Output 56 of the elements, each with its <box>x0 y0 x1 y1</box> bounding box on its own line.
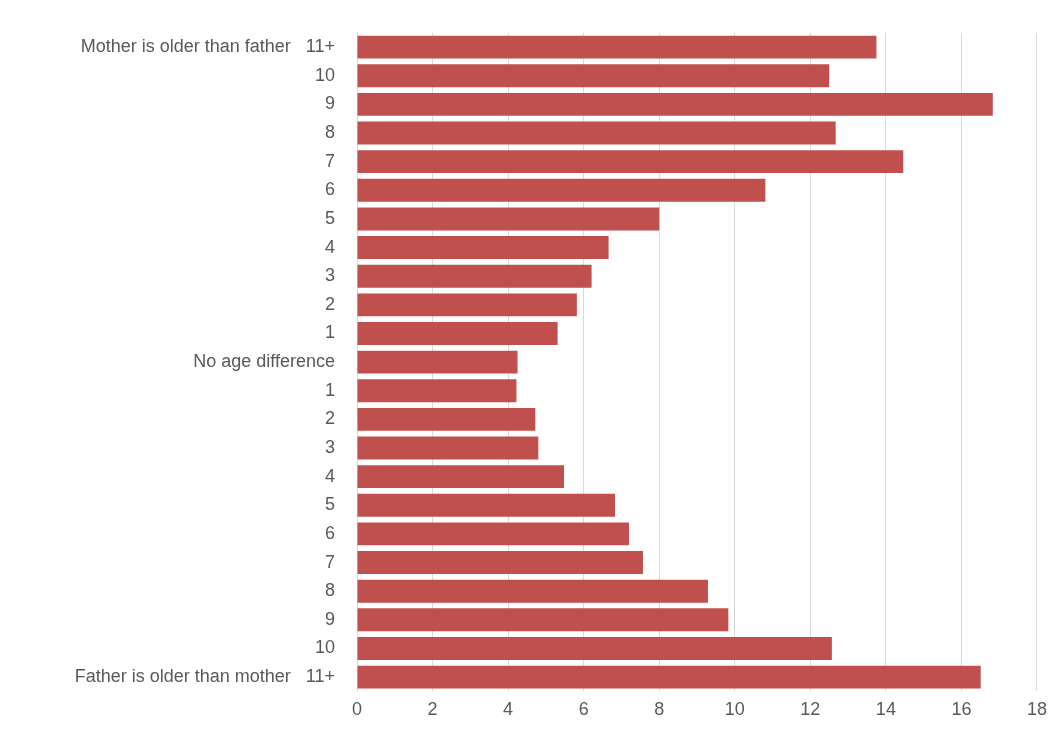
bar <box>357 407 536 431</box>
y-tick-label: 8 <box>324 580 335 601</box>
bar <box>357 465 565 489</box>
y-tick-label: 4 <box>324 236 335 257</box>
bar <box>357 551 643 574</box>
y-tick-label: No age difference <box>193 351 335 372</box>
y-tick-label: 6 <box>324 522 335 543</box>
x-tick-label: 16 <box>951 699 972 720</box>
x-tick-label: 10 <box>724 699 745 720</box>
y-tick-label: 3 <box>324 265 335 286</box>
y-tick-label: 1 <box>324 322 335 343</box>
x-tick-label: 8 <box>654 699 665 720</box>
x-tick-label: 0 <box>351 699 363 720</box>
y-tick-label: 1 <box>324 379 335 400</box>
y-tick-label: Mother is older than father 11+ <box>80 36 335 57</box>
bar <box>357 207 660 231</box>
bar <box>357 436 539 460</box>
bar <box>357 350 518 374</box>
bar <box>357 92 993 116</box>
bar <box>357 293 577 317</box>
bar <box>357 579 708 603</box>
y-tick-label: 10 <box>314 64 335 85</box>
y-tick-label: 9 <box>324 93 335 114</box>
y-tick-label: 2 <box>324 408 335 429</box>
bar <box>357 608 729 632</box>
bar <box>357 64 830 88</box>
bar <box>357 665 981 689</box>
x-tick-label: 4 <box>503 699 514 720</box>
y-tick-label: 6 <box>324 179 335 200</box>
bar <box>357 636 832 660</box>
bar <box>357 35 877 59</box>
y-tick-label: 7 <box>324 551 335 572</box>
y-tick-label: 9 <box>324 608 335 629</box>
y-tick-label: 5 <box>324 207 335 228</box>
bar <box>357 522 629 546</box>
bar <box>357 178 766 202</box>
y-tick-label: 5 <box>324 494 335 515</box>
x-tick-label: 12 <box>800 699 821 720</box>
bar <box>357 322 558 345</box>
x-tick-label: 2 <box>427 699 438 720</box>
y-tick-label: 8 <box>324 121 335 142</box>
bar <box>357 150 904 174</box>
bar <box>357 236 609 260</box>
bar <box>357 121 836 145</box>
y-tick-label: 4 <box>324 465 335 486</box>
bar <box>357 379 517 403</box>
x-tick-label: 18 <box>1026 699 1047 720</box>
y-tick-label: 3 <box>324 436 335 457</box>
y-tick-label: Father is older than mother 11+ <box>74 666 335 687</box>
y-tick-label: 7 <box>324 150 335 171</box>
y-tick-label: 2 <box>324 293 335 314</box>
x-tick-label: 6 <box>578 699 589 720</box>
bar <box>357 493 616 517</box>
bar <box>357 264 592 288</box>
x-tick-label: 14 <box>875 699 896 720</box>
y-tick-label: 10 <box>314 637 335 658</box>
